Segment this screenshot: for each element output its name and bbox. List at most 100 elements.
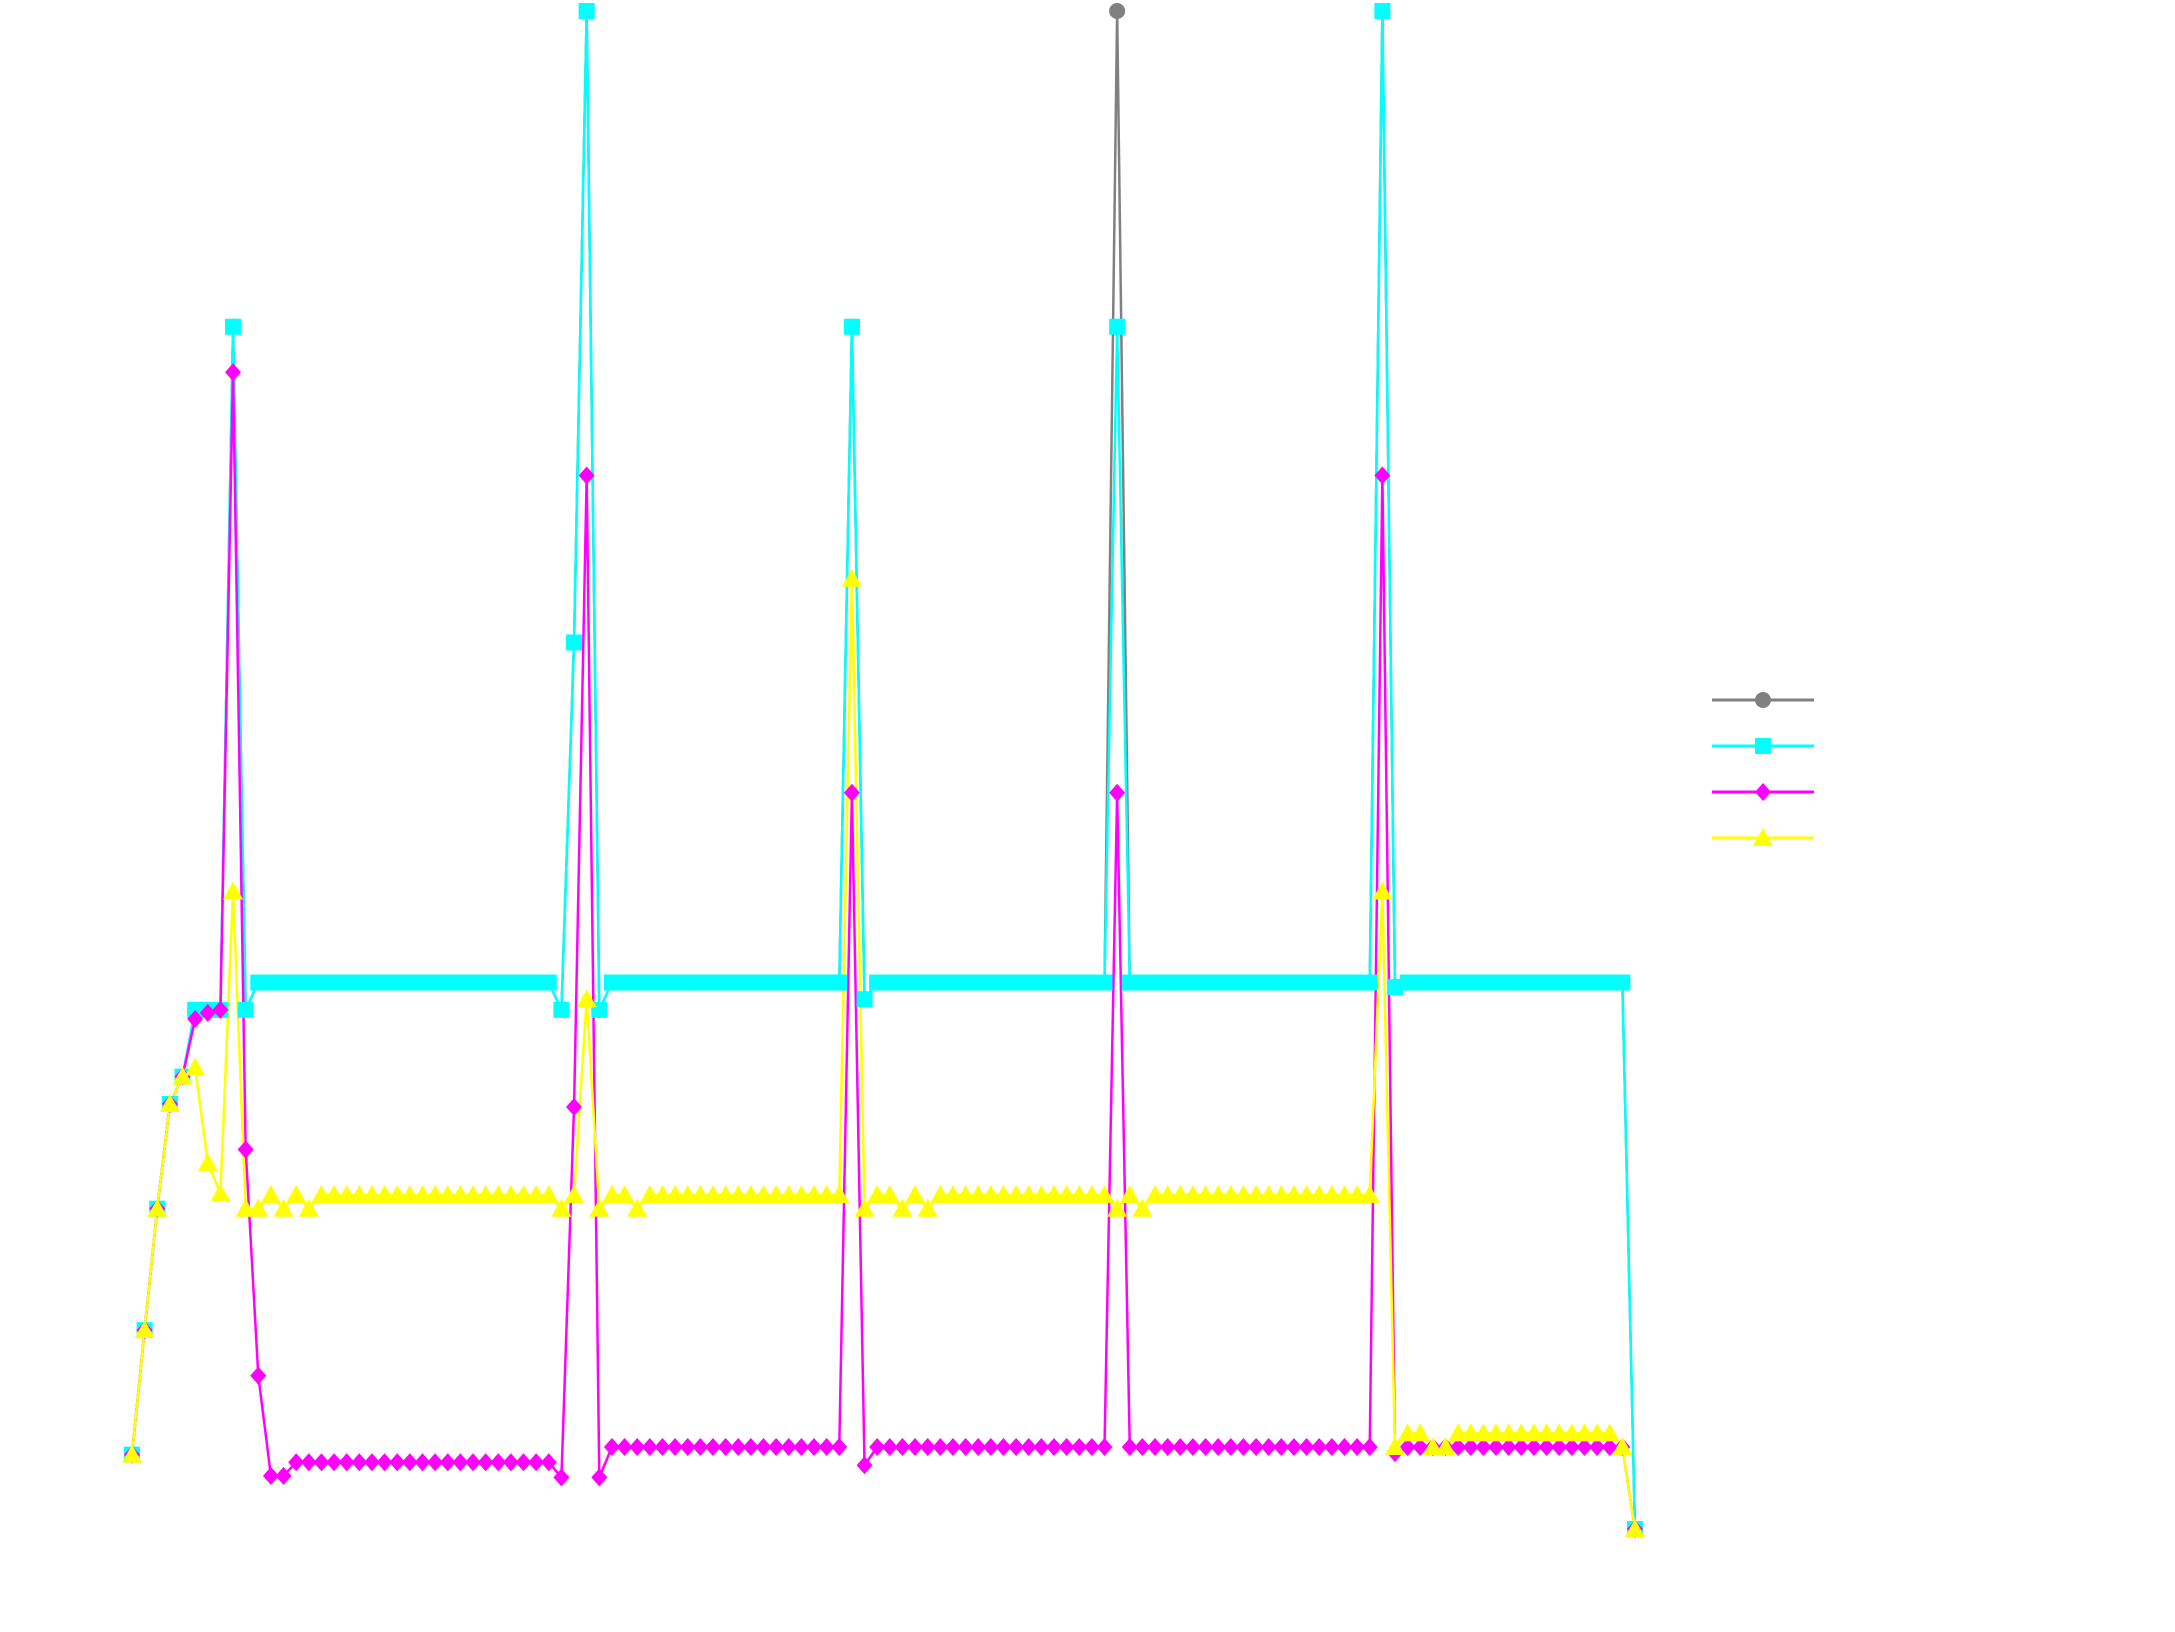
data-point: [641, 974, 658, 991]
data-point: [1147, 974, 1164, 991]
data-point: [1020, 974, 1037, 991]
data-point: [869, 974, 886, 991]
data-point: [970, 1438, 987, 1457]
data-point: [894, 1438, 911, 1457]
data-point: [1283, 1185, 1304, 1204]
data-point: [1134, 1438, 1151, 1457]
data-point: [1246, 1185, 1267, 1204]
data-point: [1525, 974, 1542, 991]
data-point: [919, 974, 936, 991]
data-point: [616, 1438, 633, 1457]
data-point: [1043, 1185, 1064, 1204]
data-point: [1273, 1438, 1290, 1457]
data-point: [1574, 1423, 1595, 1442]
data-point: [526, 1185, 547, 1204]
data-point: [894, 974, 911, 991]
data-point: [363, 974, 380, 991]
data-point: [955, 1185, 976, 1204]
data-point: [262, 974, 279, 991]
data-point: [692, 1438, 709, 1457]
data-point: [768, 974, 785, 991]
data-point: [1412, 1438, 1429, 1457]
data-point: [1336, 974, 1353, 991]
data-point: [1157, 1185, 1178, 1204]
data-point: [627, 1198, 648, 1217]
data-point: [1488, 1438, 1505, 1457]
data-point: [667, 974, 684, 991]
data-point: [1347, 1185, 1368, 1204]
data-point: [942, 1185, 963, 1204]
data-point: [1460, 1423, 1481, 1442]
data-point: [540, 1453, 557, 1472]
data-point: [1500, 1438, 1517, 1457]
data-point: [1538, 1438, 1555, 1457]
data-point: [1399, 974, 1416, 991]
data-point: [465, 974, 482, 991]
data-point: [427, 1453, 444, 1472]
data-point: [806, 974, 823, 991]
data-point: [629, 974, 646, 991]
data-point: [1488, 974, 1505, 991]
data-point: [780, 974, 797, 991]
data-point: [1058, 974, 1075, 991]
data-point: [361, 1185, 382, 1204]
data-point: [437, 1185, 458, 1204]
data-point: [806, 1438, 823, 1457]
data-point: [248, 1198, 269, 1217]
data-point: [376, 974, 393, 991]
data-point: [768, 1438, 785, 1457]
data-point: [1323, 1438, 1340, 1457]
data-point: [235, 1198, 256, 1217]
data-point: [905, 1185, 926, 1204]
data-point: [275, 1466, 292, 1485]
data-point: [1601, 1438, 1618, 1457]
data-point: [1159, 974, 1176, 991]
data-point: [1248, 1438, 1265, 1457]
data-point: [717, 974, 734, 991]
data-point: [907, 1438, 924, 1457]
data-point: [1589, 974, 1606, 991]
data-point: [1109, 783, 1126, 802]
legend-marker: [1753, 828, 1773, 846]
data-point: [502, 974, 519, 991]
data-point: [1311, 974, 1328, 991]
data-point: [1182, 1185, 1203, 1204]
data-point: [892, 1198, 913, 1217]
data-point: [780, 1438, 797, 1457]
data-point: [601, 1185, 622, 1204]
data-point: [919, 1438, 936, 1457]
data-point: [616, 974, 633, 991]
data-point: [336, 1185, 357, 1204]
data-point: [528, 1453, 545, 1472]
data-point: [1056, 1185, 1077, 1204]
data-point: [791, 1185, 812, 1204]
data-point: [1500, 974, 1517, 991]
data-point: [1462, 1438, 1479, 1457]
data-point: [1184, 1438, 1201, 1457]
data-point: [1323, 974, 1340, 991]
data-point: [856, 991, 873, 1008]
data-point: [1031, 1185, 1052, 1204]
data-point: [237, 1001, 254, 1018]
data-point: [1109, 318, 1126, 335]
data-point: [717, 1438, 734, 1457]
data-point: [1107, 1198, 1128, 1217]
data-point: [1538, 974, 1555, 991]
data-point: [753, 1185, 774, 1204]
data-point: [515, 1453, 532, 1472]
data-point: [351, 974, 368, 991]
data-point: [1033, 974, 1050, 991]
data-point: [225, 363, 242, 382]
data-point: [286, 1185, 307, 1204]
data-point: [477, 1453, 494, 1472]
data-point: [566, 1097, 583, 1116]
data-point: [1233, 1185, 1254, 1204]
data-point: [816, 1185, 837, 1204]
data-point: [159, 1093, 180, 1112]
data-point: [970, 974, 987, 991]
data-point: [1134, 974, 1151, 991]
data-point: [1285, 974, 1302, 991]
data-point: [980, 1185, 1001, 1204]
data-point: [250, 1366, 267, 1385]
